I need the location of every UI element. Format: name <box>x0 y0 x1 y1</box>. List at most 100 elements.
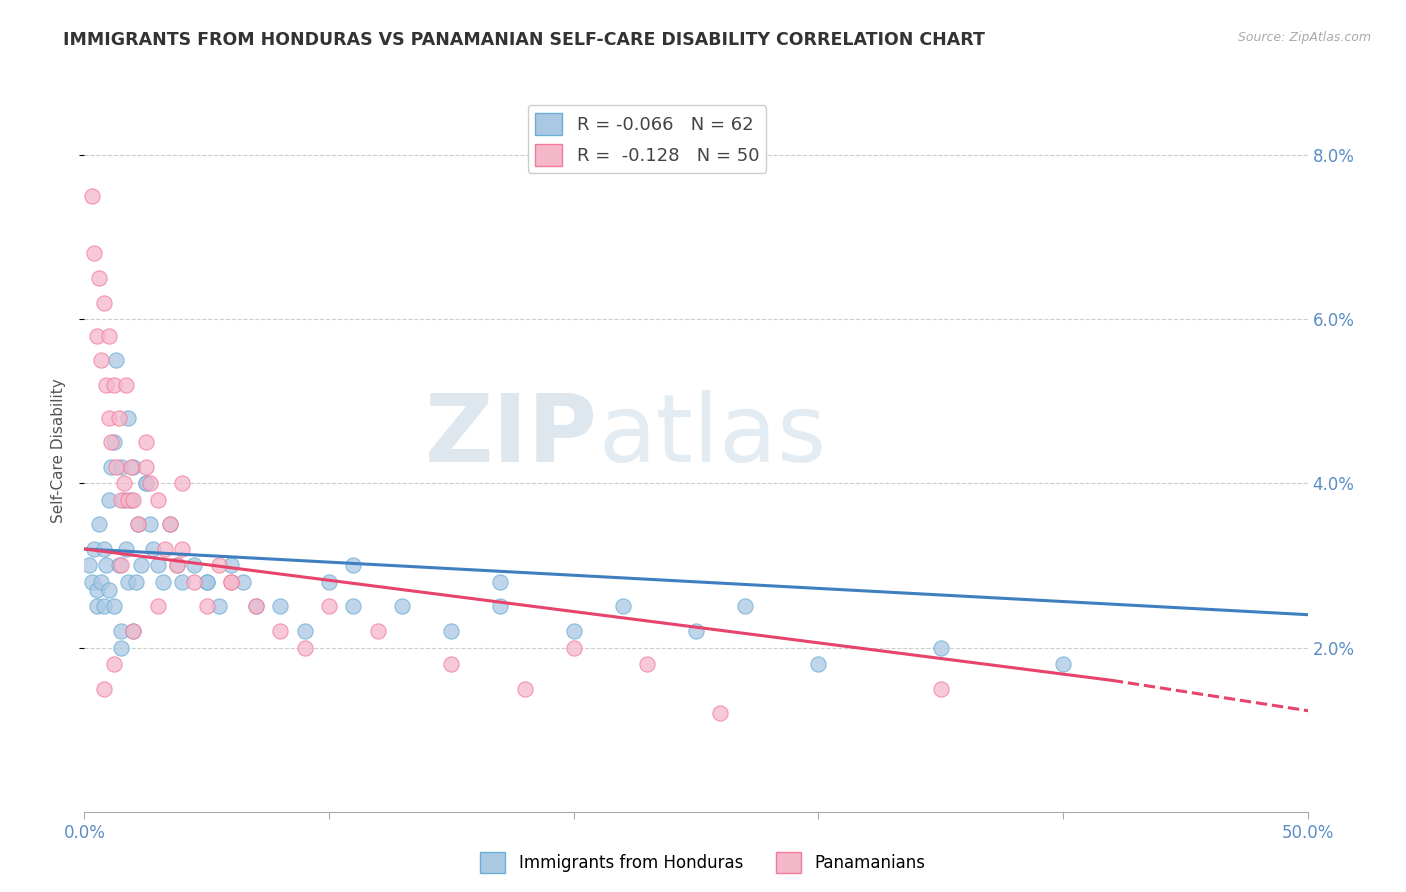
Point <box>110 492 132 507</box>
Point <box>195 574 218 589</box>
Point <box>122 624 145 639</box>
Point <box>107 410 129 425</box>
Legend: R = -0.066   N = 62, R =  -0.128   N = 50: R = -0.066 N = 62, R = -0.128 N = 50 <box>527 105 766 173</box>
Point <box>232 574 254 589</box>
Point <box>93 541 115 556</box>
Point <box>122 624 145 639</box>
Point <box>342 558 364 573</box>
Point <box>139 476 162 491</box>
Point <box>146 492 169 507</box>
Point <box>120 459 142 474</box>
Point <box>107 558 129 573</box>
Text: ZIP: ZIP <box>425 390 598 482</box>
Point <box>117 410 139 425</box>
Point <box>110 558 132 573</box>
Point <box>110 624 132 639</box>
Point <box>269 624 291 639</box>
Point <box>342 599 364 614</box>
Point <box>391 599 413 614</box>
Point <box>513 681 536 696</box>
Point <box>117 492 139 507</box>
Point <box>159 517 181 532</box>
Point <box>172 476 194 491</box>
Text: atlas: atlas <box>598 390 827 482</box>
Point <box>166 558 188 573</box>
Point <box>195 574 218 589</box>
Text: Source: ZipAtlas.com: Source: ZipAtlas.com <box>1237 31 1371 45</box>
Text: IMMIGRANTS FROM HONDURAS VS PANAMANIAN SELF-CARE DISABILITY CORRELATION CHART: IMMIGRANTS FROM HONDURAS VS PANAMANIAN S… <box>63 31 986 49</box>
Point <box>929 640 952 655</box>
Point <box>97 328 120 343</box>
Point <box>146 599 169 614</box>
Point <box>685 624 707 639</box>
Point <box>115 541 138 556</box>
Point <box>97 492 120 507</box>
Point <box>489 574 512 589</box>
Point <box>929 681 952 696</box>
Point <box>146 558 169 573</box>
Point <box>80 574 103 589</box>
Point <box>87 517 110 532</box>
Point <box>636 657 658 671</box>
Point <box>172 541 194 556</box>
Point <box>83 246 105 260</box>
Y-axis label: Self-Care Disability: Self-Care Disability <box>51 378 66 523</box>
Point <box>208 558 231 573</box>
Point <box>103 377 125 392</box>
Point <box>1052 657 1074 671</box>
Point <box>97 410 120 425</box>
Point <box>612 599 634 614</box>
Point <box>77 558 100 573</box>
Point <box>90 574 112 589</box>
Point <box>159 517 181 532</box>
Point <box>117 574 139 589</box>
Point <box>807 657 830 671</box>
Point <box>135 476 157 491</box>
Point <box>103 657 125 671</box>
Point <box>127 517 149 532</box>
Point <box>172 574 194 589</box>
Point <box>294 624 316 639</box>
Point <box>103 435 125 450</box>
Point <box>103 599 125 614</box>
Point <box>93 681 115 696</box>
Point <box>135 476 157 491</box>
Point <box>195 599 218 614</box>
Point <box>125 574 148 589</box>
Point <box>318 574 340 589</box>
Point <box>122 459 145 474</box>
Point <box>105 353 128 368</box>
Point <box>219 574 242 589</box>
Point <box>127 517 149 532</box>
Point <box>152 574 174 589</box>
Point <box>129 558 152 573</box>
Point <box>166 558 188 573</box>
Point <box>489 599 512 614</box>
Point <box>86 328 108 343</box>
Legend: Immigrants from Honduras, Panamanians: Immigrants from Honduras, Panamanians <box>474 846 932 880</box>
Point <box>96 558 118 573</box>
Point <box>122 492 145 507</box>
Point <box>440 624 463 639</box>
Point <box>269 599 291 614</box>
Point <box>183 574 205 589</box>
Point <box>110 459 132 474</box>
Point <box>86 582 108 597</box>
Point <box>139 517 162 532</box>
Point <box>100 435 122 450</box>
Point <box>183 558 205 573</box>
Point <box>110 640 132 655</box>
Point <box>135 459 157 474</box>
Point <box>245 599 267 614</box>
Point <box>219 558 242 573</box>
Point <box>112 476 135 491</box>
Point <box>96 377 118 392</box>
Point <box>208 599 231 614</box>
Point <box>245 599 267 614</box>
Point <box>120 492 142 507</box>
Point <box>105 459 128 474</box>
Point <box>115 377 138 392</box>
Point <box>294 640 316 655</box>
Point <box>93 295 115 310</box>
Point <box>709 706 731 721</box>
